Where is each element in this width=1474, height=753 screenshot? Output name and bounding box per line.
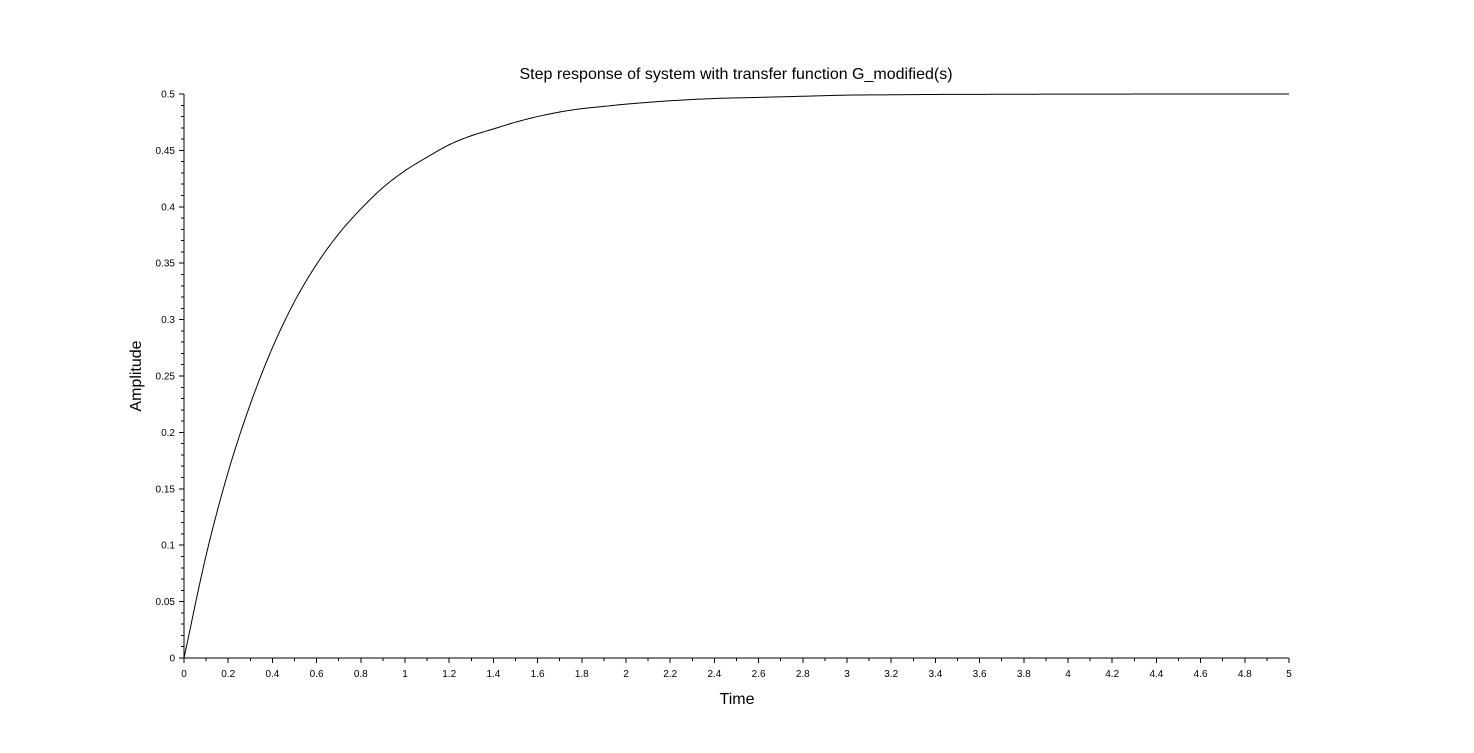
- y-tick-label: 0.45: [156, 146, 176, 157]
- x-tick-label: 0.8: [354, 669, 368, 680]
- x-tick-label: 0.2: [221, 669, 235, 680]
- y-tick-label: 0.1: [161, 541, 175, 552]
- x-tick-label: 0.4: [265, 669, 279, 680]
- y-axis-label: Amplitude: [128, 340, 145, 411]
- x-tick-label: 2: [623, 669, 629, 680]
- x-tick-label: 3.2: [884, 669, 898, 680]
- x-axis-label: Time: [720, 691, 755, 708]
- chart-title: Step response of system with transfer fu…: [519, 66, 952, 83]
- x-tick-label: 0: [181, 669, 187, 680]
- x-tick-label: 4.8: [1238, 669, 1252, 680]
- x-tick-label: 4: [1065, 669, 1071, 680]
- step-response-line: [183, 93, 1289, 659]
- tick-labels: 0 0.2 0.4 0.6 0.8 1 1.2 1.4 1.6 1.8 2 2.2 2.4 2.6 2.8 3…: [156, 90, 1293, 681]
- y-tick-label: 0.4: [161, 202, 175, 213]
- x-tick-label: 4.6: [1194, 669, 1208, 680]
- y-tick-label: 0.2: [161, 428, 175, 439]
- x-tick-label: 4.4: [1149, 669, 1163, 680]
- x-tick-label: 2.8: [796, 669, 810, 680]
- x-tick-label: 4.2: [1105, 669, 1119, 680]
- y-tick-label: 0.15: [156, 484, 176, 495]
- x-tick-label: 3.8: [1017, 669, 1031, 680]
- x-tick-label: 2.2: [663, 669, 677, 680]
- ticks: [179, 93, 1290, 663]
- x-tick-label: 3.6: [973, 669, 987, 680]
- x-tick-label: 3: [844, 669, 850, 680]
- y-tick-label: 0.5: [161, 90, 175, 101]
- x-tick-label: 5: [1286, 669, 1292, 680]
- x-tick-label: 2.6: [752, 669, 766, 680]
- x-tick-label: 1.2: [442, 669, 456, 680]
- y-tick-label: 0.35: [156, 259, 176, 270]
- x-tick-label: 3.4: [928, 669, 942, 680]
- y-tick-label: 0: [169, 654, 175, 665]
- axes: [183, 94, 1289, 659]
- y-tick-label: 0.25: [156, 372, 176, 383]
- x-tick-label: 1.6: [531, 669, 545, 680]
- x-tick-label: 0.6: [310, 669, 324, 680]
- x-tick-label: 1.4: [486, 669, 500, 680]
- y-tick-label: 0.3: [161, 315, 175, 326]
- x-tick-label: 1: [402, 669, 408, 680]
- data-series: [183, 93, 1289, 659]
- x-tick-label: 1.8: [575, 669, 589, 680]
- x-tick-label: 2.4: [707, 669, 721, 680]
- y-tick-label: 0.05: [156, 597, 176, 608]
